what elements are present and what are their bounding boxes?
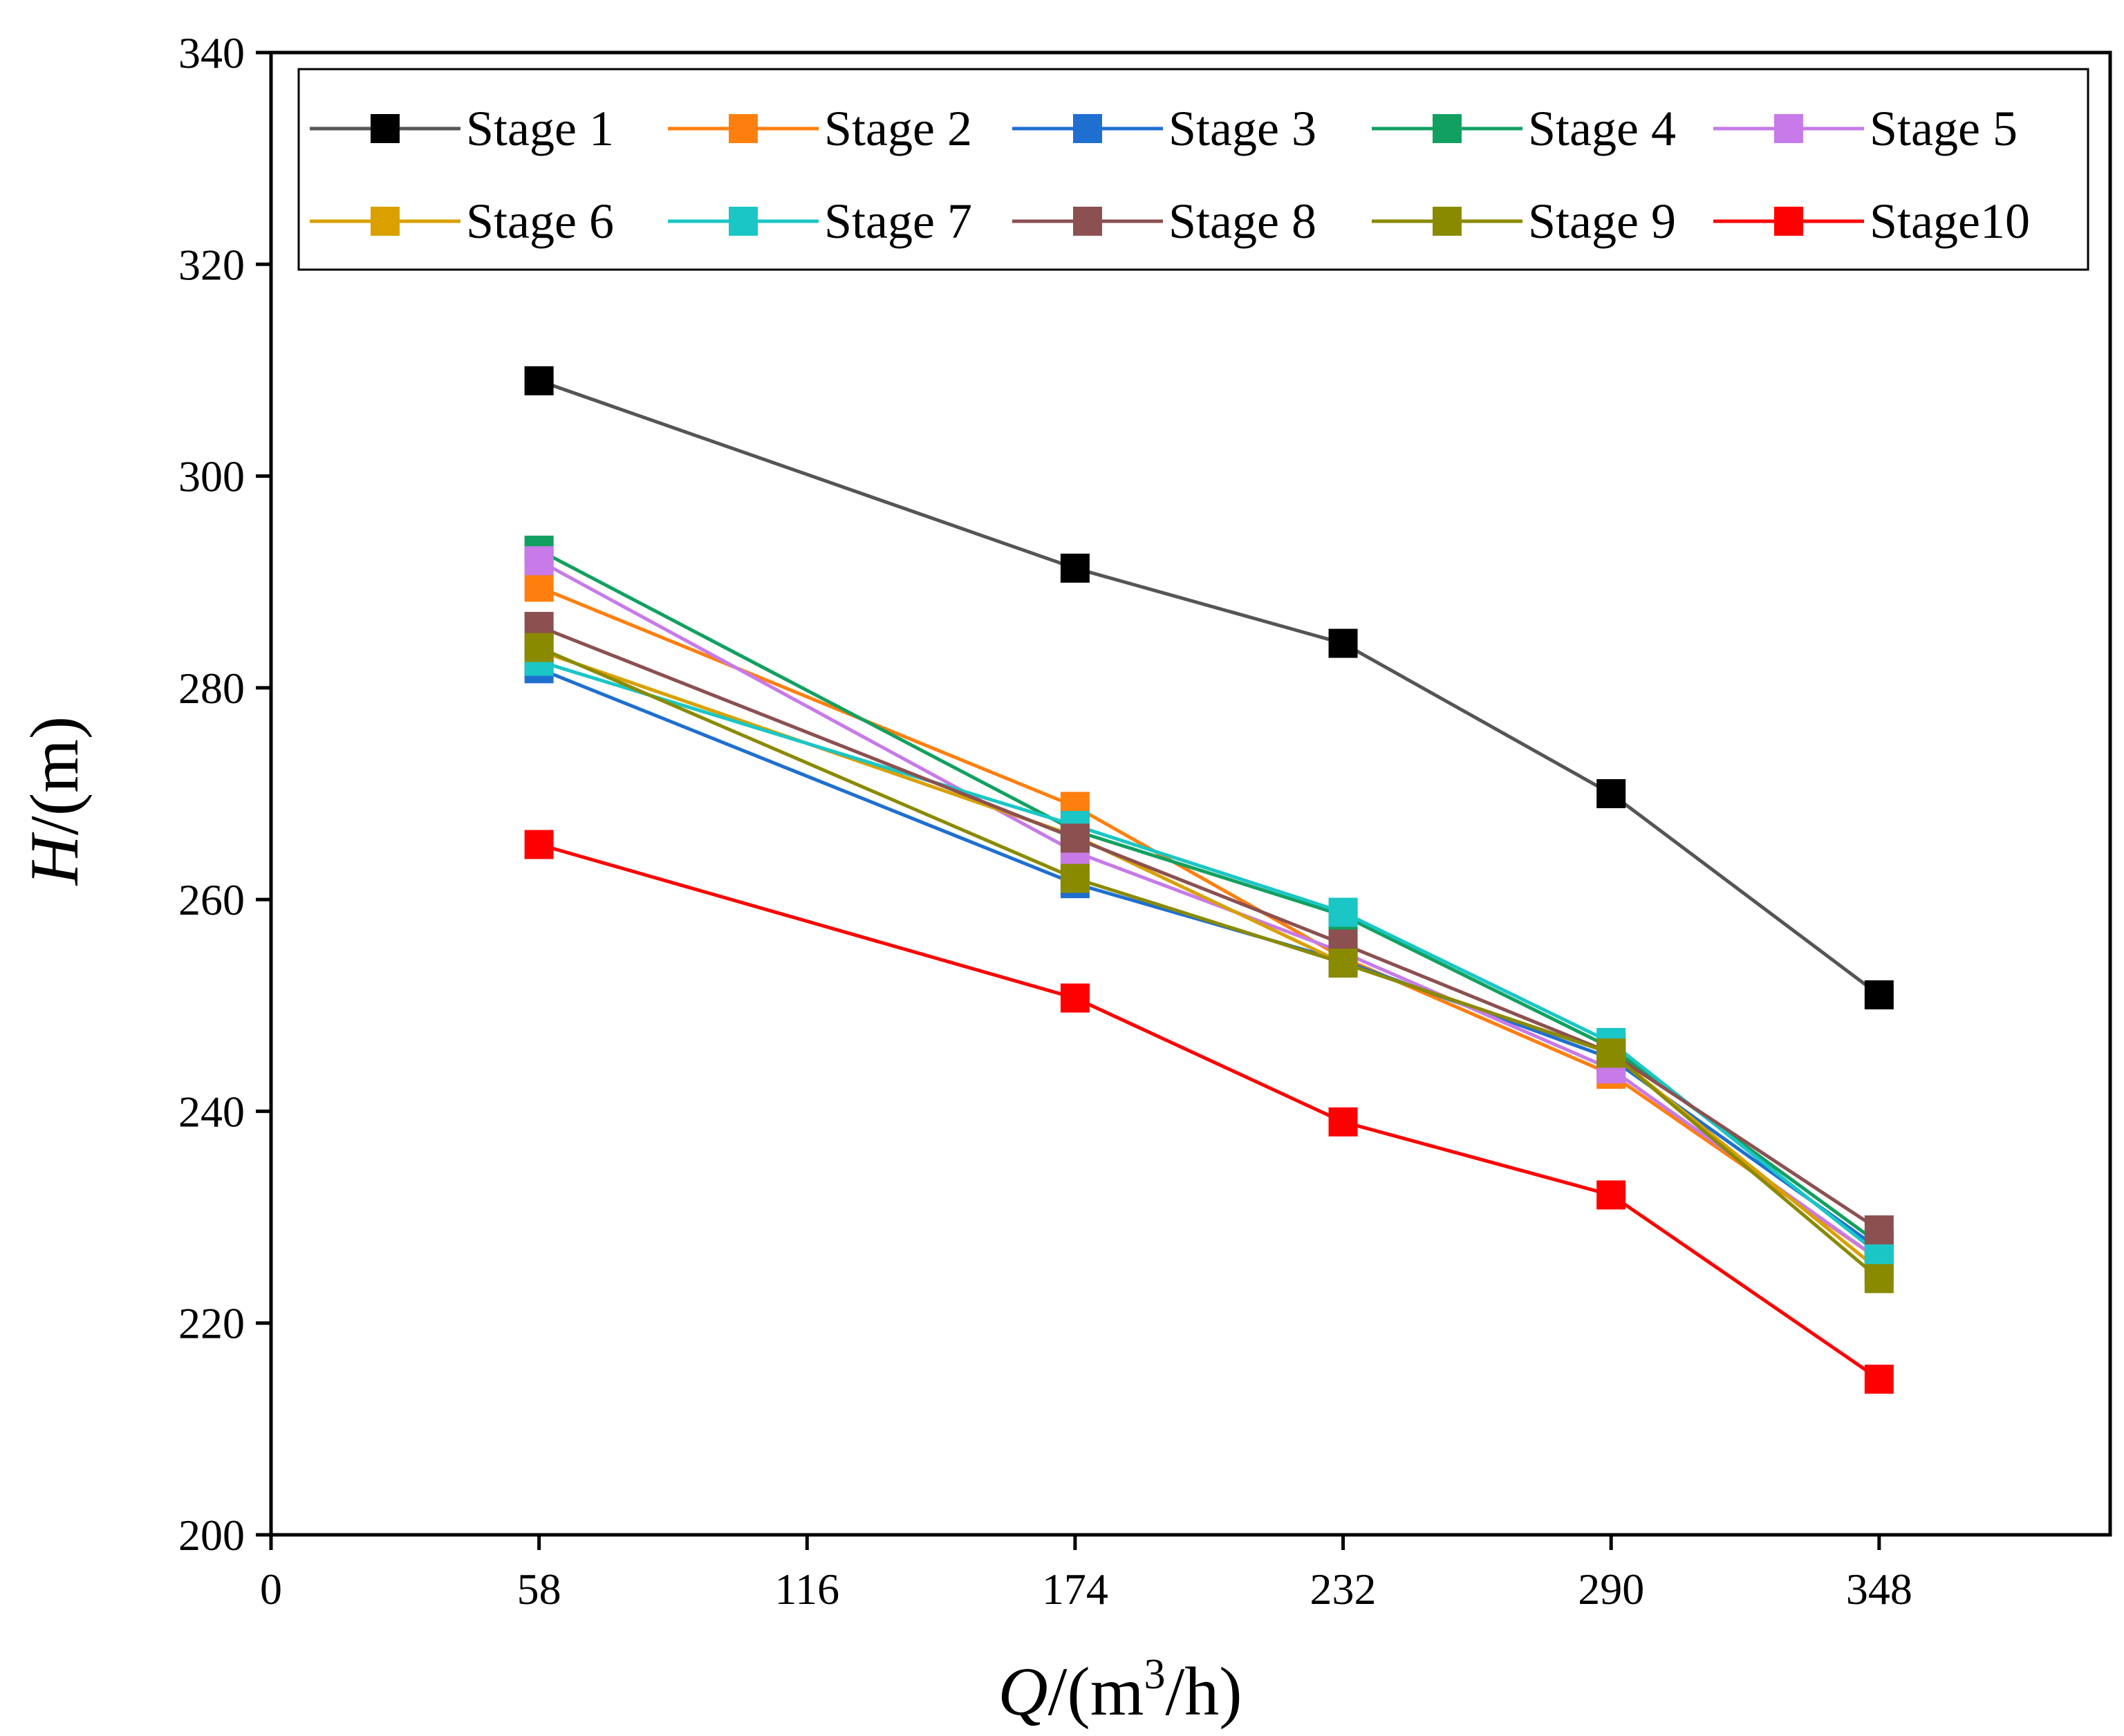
series-stage10 xyxy=(524,830,1894,1394)
series-stage-6 xyxy=(524,636,1894,1285)
data-point xyxy=(524,546,554,576)
y-tick-label: 220 xyxy=(178,1299,245,1348)
data-point xyxy=(524,572,554,602)
data-point xyxy=(1596,1180,1626,1210)
legend-item: Stage 7 xyxy=(668,194,972,249)
legend-label: Stage 7 xyxy=(824,194,972,249)
legend-box xyxy=(297,68,2089,271)
legend-marker xyxy=(371,207,400,236)
axes-layer: 200 220 240 260 280 300 320 340 0 58 116 174 232 290 3… xyxy=(178,28,2112,1614)
legend-label: Stage 2 xyxy=(824,101,972,156)
y-tick-label: 240 xyxy=(178,1087,245,1136)
y-tick-label: 340 xyxy=(178,28,245,77)
legend-item: Stage 6 xyxy=(310,194,614,249)
legend-item: Stage 8 xyxy=(1012,194,1316,249)
y-tick-label: 280 xyxy=(178,664,245,713)
series-stage-3 xyxy=(524,654,1894,1264)
series-stage-4 xyxy=(524,535,1894,1258)
data-point xyxy=(1328,628,1358,658)
y-tick-label: 260 xyxy=(178,875,245,924)
legend-marker xyxy=(1073,114,1102,143)
x-axis-unit-superscript: 3 xyxy=(1144,1651,1166,1698)
legend-label: Stage 9 xyxy=(1528,194,1676,249)
data-point xyxy=(1864,1364,1894,1394)
series-stage-5 xyxy=(524,546,1894,1274)
legend-marker xyxy=(729,207,758,236)
legend-label: Stage10 xyxy=(1870,194,2030,249)
y-axis-title: H/(m) xyxy=(16,716,93,886)
x-tick-label: 232 xyxy=(1310,1565,1377,1614)
y-tick-label: 200 xyxy=(178,1511,245,1560)
series-line xyxy=(538,624,1881,1232)
legend-label: Stage 8 xyxy=(1168,194,1316,249)
data-point xyxy=(1864,980,1894,1009)
series-stage-8 xyxy=(524,612,1894,1244)
legend-marker xyxy=(1433,207,1462,236)
legend-marker xyxy=(1774,207,1803,236)
legend-marker xyxy=(1073,207,1102,236)
legend-marker xyxy=(1433,114,1462,143)
legend-item: Stage 5 xyxy=(1713,101,2018,156)
series-line xyxy=(538,559,1881,1261)
series-line xyxy=(538,843,1881,1381)
legend-item: Stage10 xyxy=(1713,194,2030,249)
data-point xyxy=(524,366,554,395)
y-tick-label: 300 xyxy=(178,452,245,501)
data-point xyxy=(1060,553,1090,583)
legend-marker xyxy=(729,114,758,143)
series-line xyxy=(538,648,1881,1272)
legend-item: Stage 4 xyxy=(1372,101,1676,156)
plot-frame xyxy=(269,50,2112,1537)
series-line xyxy=(538,646,1881,1280)
data-point xyxy=(524,633,554,662)
legend-marker xyxy=(1774,114,1803,143)
y-tick-label: 320 xyxy=(178,240,245,289)
x-tick-label: 58 xyxy=(517,1565,561,1614)
y-axis-unit: /(m) xyxy=(16,716,93,835)
legend-label: Stage 6 xyxy=(466,194,614,249)
series-line xyxy=(538,666,1881,1251)
data-point xyxy=(1596,1038,1626,1068)
x-axis-unit-open: /(m xyxy=(1048,1653,1144,1730)
series-stage-9 xyxy=(524,633,1894,1294)
data-point xyxy=(1328,1107,1358,1137)
x-tick-label: 0 xyxy=(260,1565,282,1614)
legend-label: Stage 3 xyxy=(1168,101,1316,156)
x-tick-label: 116 xyxy=(774,1565,839,1614)
legend: Stage 1 Stage 2 Stage 3 Stage 4 Stage 5 Stage… xyxy=(297,68,2089,271)
data-point xyxy=(1864,1215,1894,1244)
legend-label: Stage 1 xyxy=(466,101,614,156)
y-axis-variable: H xyxy=(16,832,93,886)
data-point xyxy=(1060,823,1090,853)
x-tick-label: 174 xyxy=(1042,1565,1108,1614)
data-point xyxy=(1328,949,1358,978)
series-stage-7 xyxy=(524,646,1894,1269)
data-point xyxy=(1596,779,1626,808)
x-tick-label: 290 xyxy=(1578,1565,1644,1614)
data-point xyxy=(1060,983,1090,1013)
series-stage-1 xyxy=(524,366,1894,1009)
axis-titles: H/(m) Q/(m3/h) xyxy=(16,716,1242,1730)
legend-item: Stage 3 xyxy=(1012,101,1316,156)
data-point xyxy=(1864,1240,1894,1269)
legend-label: Stage 5 xyxy=(1870,101,2018,156)
series-layer xyxy=(524,366,1894,1394)
x-tick-label: 348 xyxy=(1846,1565,1912,1614)
x-axis-title: Q/(m3/h) xyxy=(998,1651,1242,1730)
legend-item: Stage 1 xyxy=(310,101,614,156)
data-point xyxy=(1060,864,1090,893)
series-line xyxy=(538,548,1881,1245)
x-axis-variable: Q xyxy=(998,1653,1047,1730)
x-axis-unit-close: /h) xyxy=(1166,1653,1242,1730)
legend-label: Stage 4 xyxy=(1528,101,1676,156)
data-point xyxy=(1864,1264,1894,1294)
legend-marker xyxy=(371,114,400,143)
legend-item: Stage 9 xyxy=(1372,194,1676,249)
data-point xyxy=(524,830,554,859)
data-point xyxy=(1328,897,1358,927)
legend-item: Stage 2 xyxy=(668,101,972,156)
